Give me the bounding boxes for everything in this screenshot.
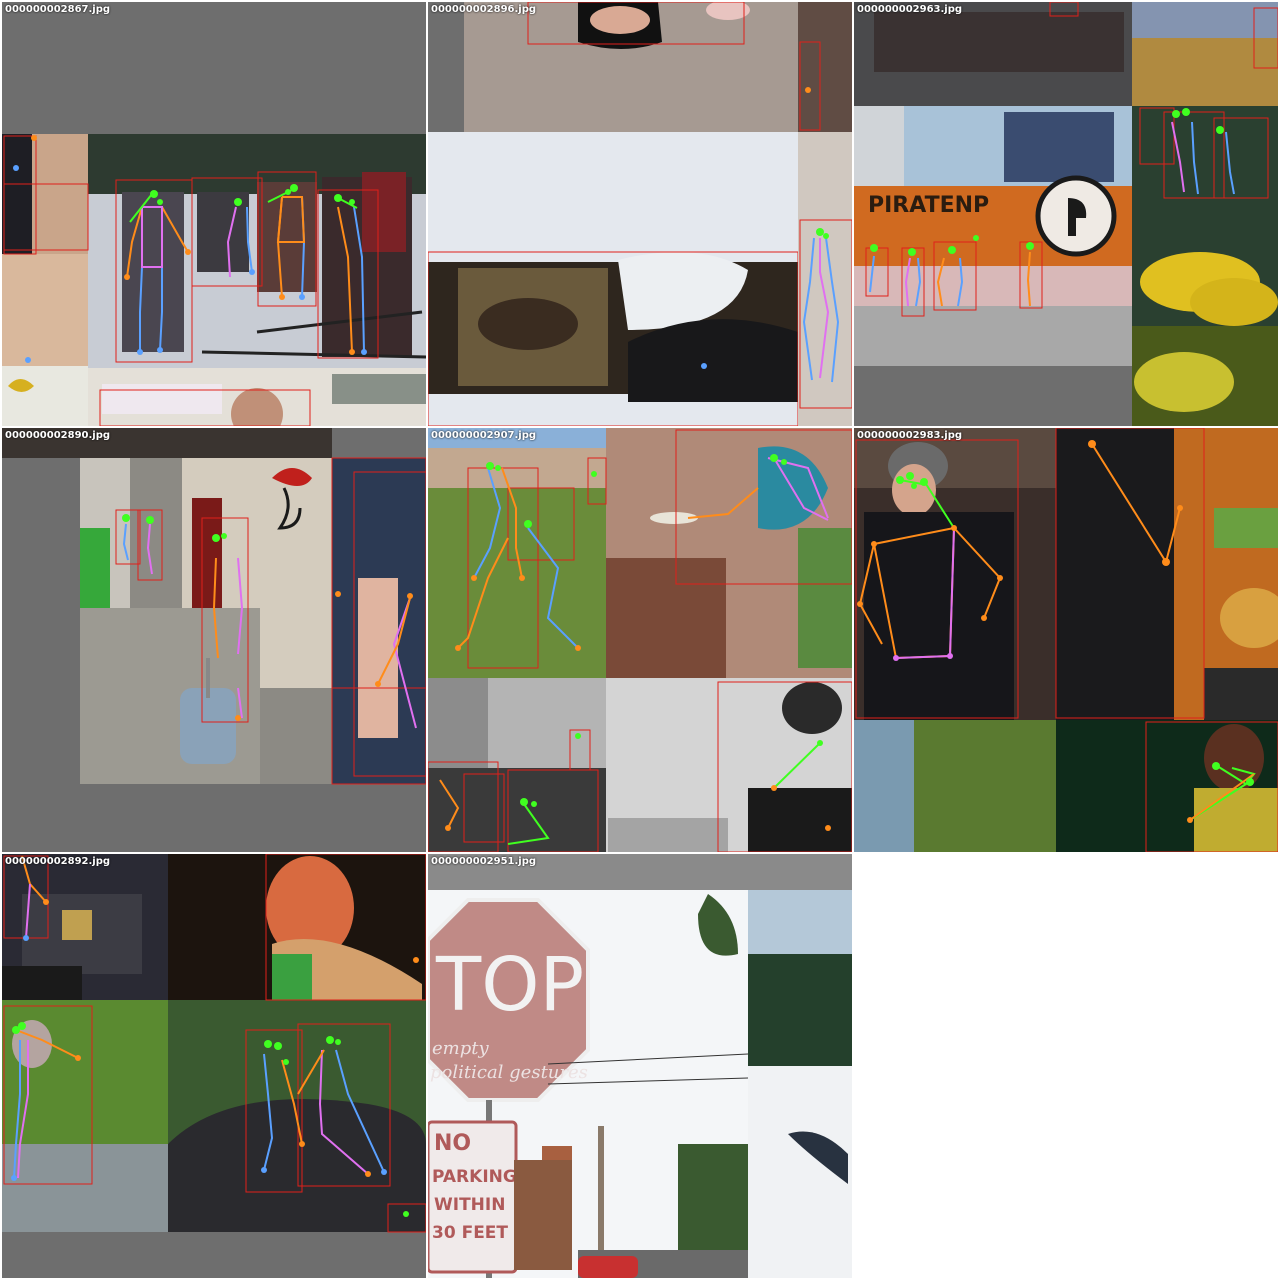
graffiti-line-1: empty [432, 1038, 489, 1059]
mosaic-cell-5: 000000002907.jpg [428, 428, 852, 852]
image-filename: 000000002983.jpg [857, 430, 963, 441]
within-text: WITHIN [434, 1195, 505, 1215]
graffiti-line-2: political gestures [430, 1062, 588, 1083]
mosaic-cell-7: 000000002892.jpg [2, 854, 426, 1278]
mosaic-cell-8: 000000002951.jpg TOP empty political ges… [428, 854, 852, 1278]
image-filename: 000000002890.jpg [5, 430, 111, 441]
woman-coat-scene [854, 428, 1278, 852]
mosaic-cell-2: 000000002896.jpg [428, 2, 852, 426]
no-text: NO [434, 1131, 471, 1156]
image-filename: 000000002892.jpg [5, 856, 111, 867]
mosaic-cell-4: 000000002890.jpg [2, 428, 426, 852]
image-filename: 000000002867.jpg [5, 4, 111, 15]
image-filename: 000000002963.jpg [857, 4, 963, 15]
mosaic-cell-1: 000000002867.jpg [2, 2, 426, 426]
stop-sign-text: TOP [435, 942, 584, 1028]
bus-banner: PIRATENP [868, 193, 989, 218]
bus-market-scene: PIRATENP [854, 2, 1278, 426]
image-filename: 000000002907.jpg [431, 430, 537, 441]
alley-scene [2, 428, 426, 852]
stop-sign-scene: TOP empty political gestures NO PARKING … [428, 854, 852, 1278]
snowboard-scene [428, 2, 852, 426]
skate-elephant-scene [2, 854, 426, 1278]
empty-grid-slot [854, 854, 1280, 1280]
image-filename: 000000002951.jpg [431, 856, 537, 867]
mosaic-cell-3: 000000002963.jpg PIRATENP [854, 2, 1278, 426]
parking-text: PARKING [432, 1167, 517, 1187]
skiers-scene [2, 2, 426, 426]
image-filename: 000000002896.jpg [431, 4, 537, 15]
feet-text: 30 FEET [432, 1223, 508, 1243]
mosaic-cell-6: 000000002983.jpg [854, 428, 1278, 852]
frisbee-scene [428, 428, 852, 852]
